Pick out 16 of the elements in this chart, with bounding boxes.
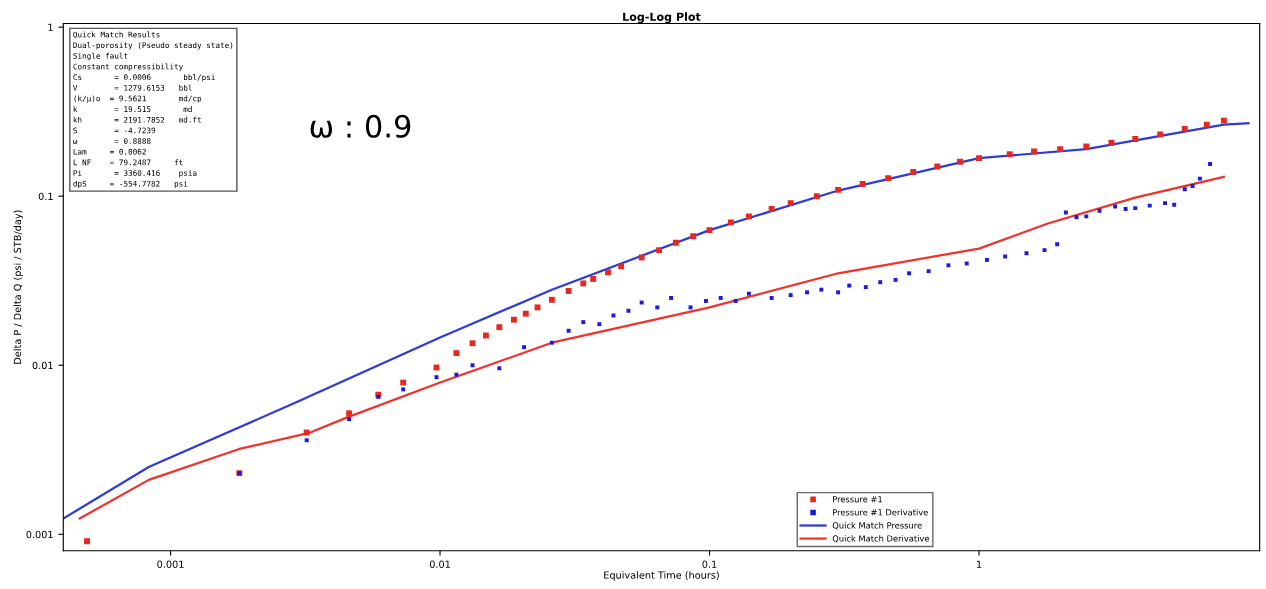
chart-title: Log-Log Plot (623, 12, 701, 24)
y-tick-label: 0.01 (32, 361, 53, 370)
x-tick-label: 0.001 (157, 560, 184, 568)
y-tick-label: 0.1 (38, 192, 53, 201)
y-tick-label: 0.001 (26, 530, 53, 539)
x-tick-label: 0.1 (702, 560, 717, 568)
x-tick-label: 0.01 (429, 560, 450, 568)
legend-label: Quick Match Derivative (832, 535, 930, 543)
annotation: ω : 0.9 (310, 114, 411, 138)
legend-label: Pressure #1 Derivative (833, 509, 928, 516)
x-tick-label: 1 (977, 560, 982, 568)
y-axis-title: Delta P / Delta Q (psi / STB/day) (13, 210, 23, 364)
y-tick-label: 1 (48, 23, 53, 31)
legend-label: Pressure #1 (833, 496, 882, 503)
x-axis-title: Equivalent Time (hours) (604, 571, 719, 581)
legend-label: Quick Match Pressure (832, 522, 922, 530)
